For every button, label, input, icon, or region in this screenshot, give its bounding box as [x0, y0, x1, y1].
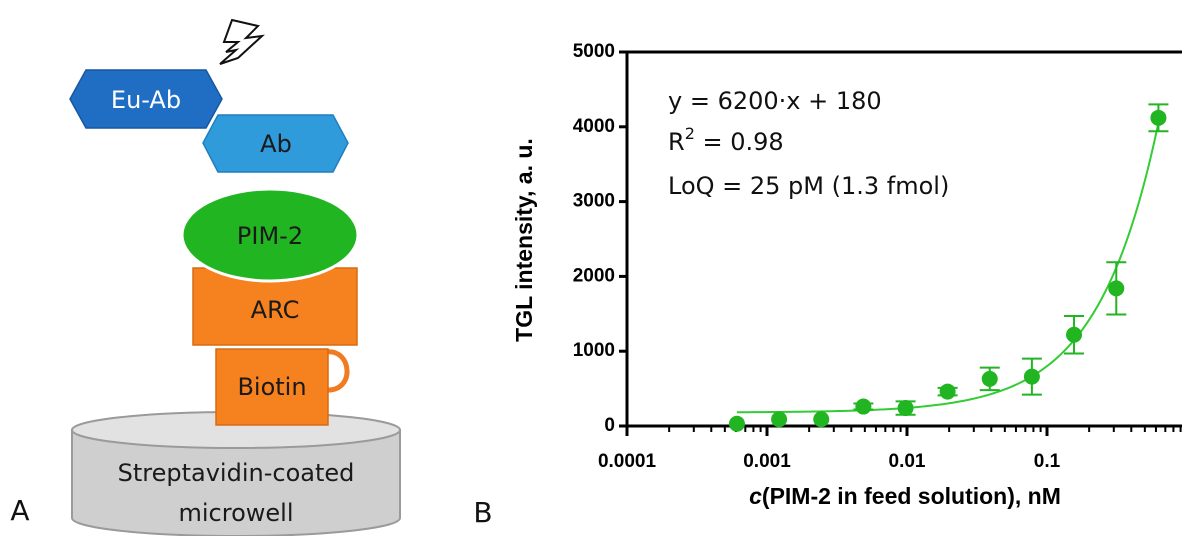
point — [939, 383, 956, 400]
y-tick-label: 1000 — [573, 340, 615, 361]
biotin-box — [215, 348, 329, 426]
point — [813, 411, 830, 428]
point — [855, 398, 872, 415]
x-tick-label: 0.01 — [889, 451, 926, 472]
panel-label: A — [10, 494, 29, 527]
annotation: R2 = 0.98 — [668, 124, 784, 157]
eu-ab-hexagon — [69, 69, 223, 129]
x-axis-title: c(PIM-2 in feed solution), nM — [749, 483, 1061, 509]
x-tick-label: 0.0001 — [598, 451, 657, 472]
chart: y = 6200·x + 180 R2 = 0.98 LoQ = 25 pM (… — [511, 41, 1182, 509]
annotation-sup: 2 — [685, 124, 695, 143]
lightning-icon — [219, 18, 265, 65]
point — [1023, 368, 1040, 385]
panel-label: B — [473, 496, 492, 529]
y-tick-label: 5000 — [573, 41, 615, 62]
y-tick-label: 3000 — [573, 191, 615, 212]
eu-ab-label: Eu-Ab — [111, 86, 181, 114]
x-axis-text: (PIM-2 in feed solution), nM — [762, 483, 1061, 509]
annotation: LoQ = 25 pM (1.3 fmol) — [668, 172, 949, 200]
well-label: microwell — [179, 499, 294, 527]
point — [1108, 280, 1125, 297]
diagram: Streptavidin-coated microwell Biotin ARC… — [69, 18, 401, 536]
fit-curve — [736, 122, 1160, 414]
linker — [325, 349, 350, 393]
arc-label: ARC — [251, 296, 300, 324]
y-tick-label: 2000 — [573, 265, 615, 286]
annotation-part: = 0.98 — [695, 128, 784, 156]
pim2-ellipse — [180, 187, 360, 283]
pim2-label: PIM-2 — [237, 222, 303, 250]
ab-label: Ab — [260, 130, 292, 158]
x-tick-label: 0.001 — [743, 451, 791, 472]
y-axis-title: TGL intensity, a. u. — [511, 138, 537, 342]
point — [1066, 326, 1083, 343]
annotation: y = 6200·x + 180 — [668, 87, 882, 115]
point — [897, 400, 914, 417]
y-tick-label: 0 — [604, 415, 615, 436]
annotation-part: R — [668, 128, 685, 156]
x-tick-label: 0.1 — [1034, 451, 1061, 472]
y-tick-label: 4000 — [573, 116, 615, 137]
ab-hexagon — [202, 114, 349, 173]
point — [771, 411, 788, 428]
point — [981, 370, 998, 387]
x-axis-var: c — [749, 483, 762, 509]
biotin-label: Biotin — [237, 373, 306, 401]
point — [728, 415, 745, 432]
well-label: Streptavidin-coated — [118, 459, 355, 487]
point — [1150, 109, 1167, 126]
